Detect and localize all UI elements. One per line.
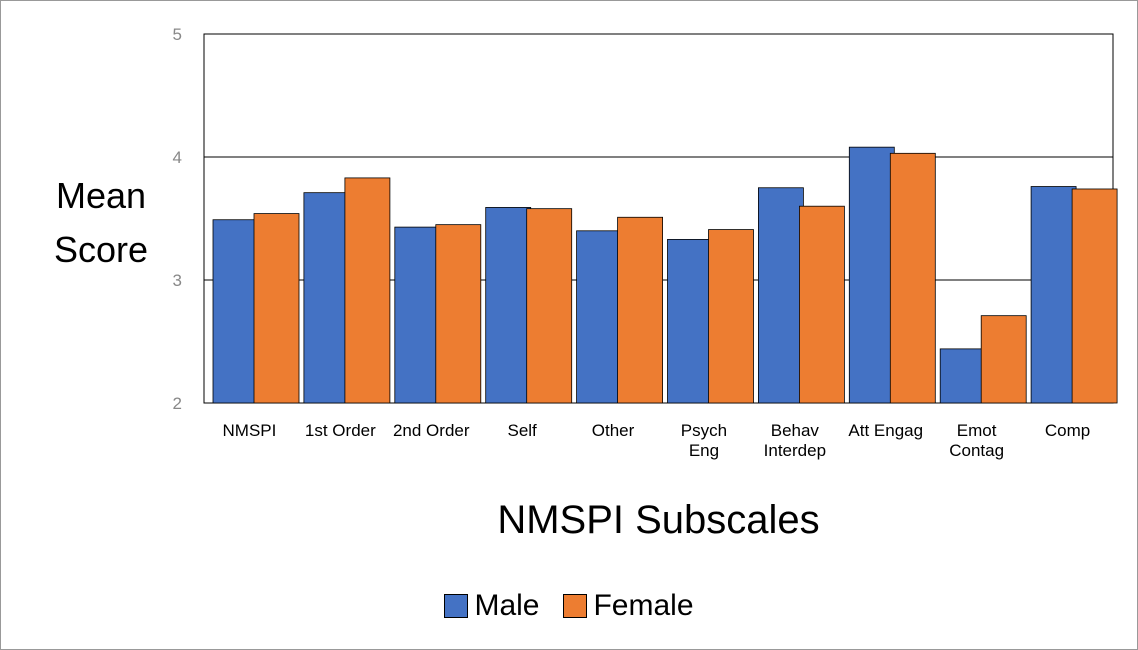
legend-label: Male: [474, 589, 540, 622]
bar: [253, 213, 300, 404]
y-tick-label: 3: [173, 271, 182, 290]
bar: [848, 146, 895, 404]
bar: [576, 230, 622, 404]
legend-label: Female: [593, 589, 694, 622]
y-tick-label: 5: [173, 25, 182, 44]
bar: [394, 226, 441, 404]
bar: [485, 207, 532, 404]
bar: [212, 219, 259, 404]
bar: [617, 216, 663, 404]
y-axis-title: Mean Score: [53, 175, 149, 270]
x-tick-label: Att Engag: [848, 421, 924, 440]
y-tick-label: 2: [173, 394, 182, 413]
x-tick-label: Other: [591, 421, 635, 440]
x-axis-title: NMSPI Subscales: [497, 498, 820, 542]
bar: [758, 187, 804, 404]
legend-swatch: [563, 594, 588, 618]
x-tick-label: 1st Order: [304, 421, 376, 440]
legend-item: Male: [444, 589, 539, 623]
x-tick-label: Psych Eng: [680, 421, 728, 461]
bar: [435, 224, 482, 404]
bar: [667, 239, 713, 404]
bar: [344, 177, 391, 404]
bar: [526, 208, 573, 404]
legend: Male Female: [1, 589, 1137, 623]
x-tick-label: NMSPI: [222, 421, 277, 440]
bar: [303, 192, 350, 404]
bar: [799, 205, 845, 404]
legend-item: Female: [563, 589, 694, 623]
bar: [939, 348, 986, 404]
x-tick-label: Emot Contag: [949, 421, 1005, 461]
bar: [980, 315, 1027, 404]
legend-swatch: [444, 594, 469, 618]
bar: [1071, 188, 1118, 404]
x-tick-label: Behav Interdep: [763, 421, 827, 461]
bar: [1030, 186, 1077, 404]
y-tick-label: 4: [173, 148, 182, 167]
bar: [708, 229, 754, 404]
x-tick-label: Comp: [1044, 421, 1091, 440]
x-tick-label: 2nd Order: [392, 421, 470, 440]
bar: [889, 152, 936, 404]
x-tick-label: Self: [507, 421, 537, 440]
